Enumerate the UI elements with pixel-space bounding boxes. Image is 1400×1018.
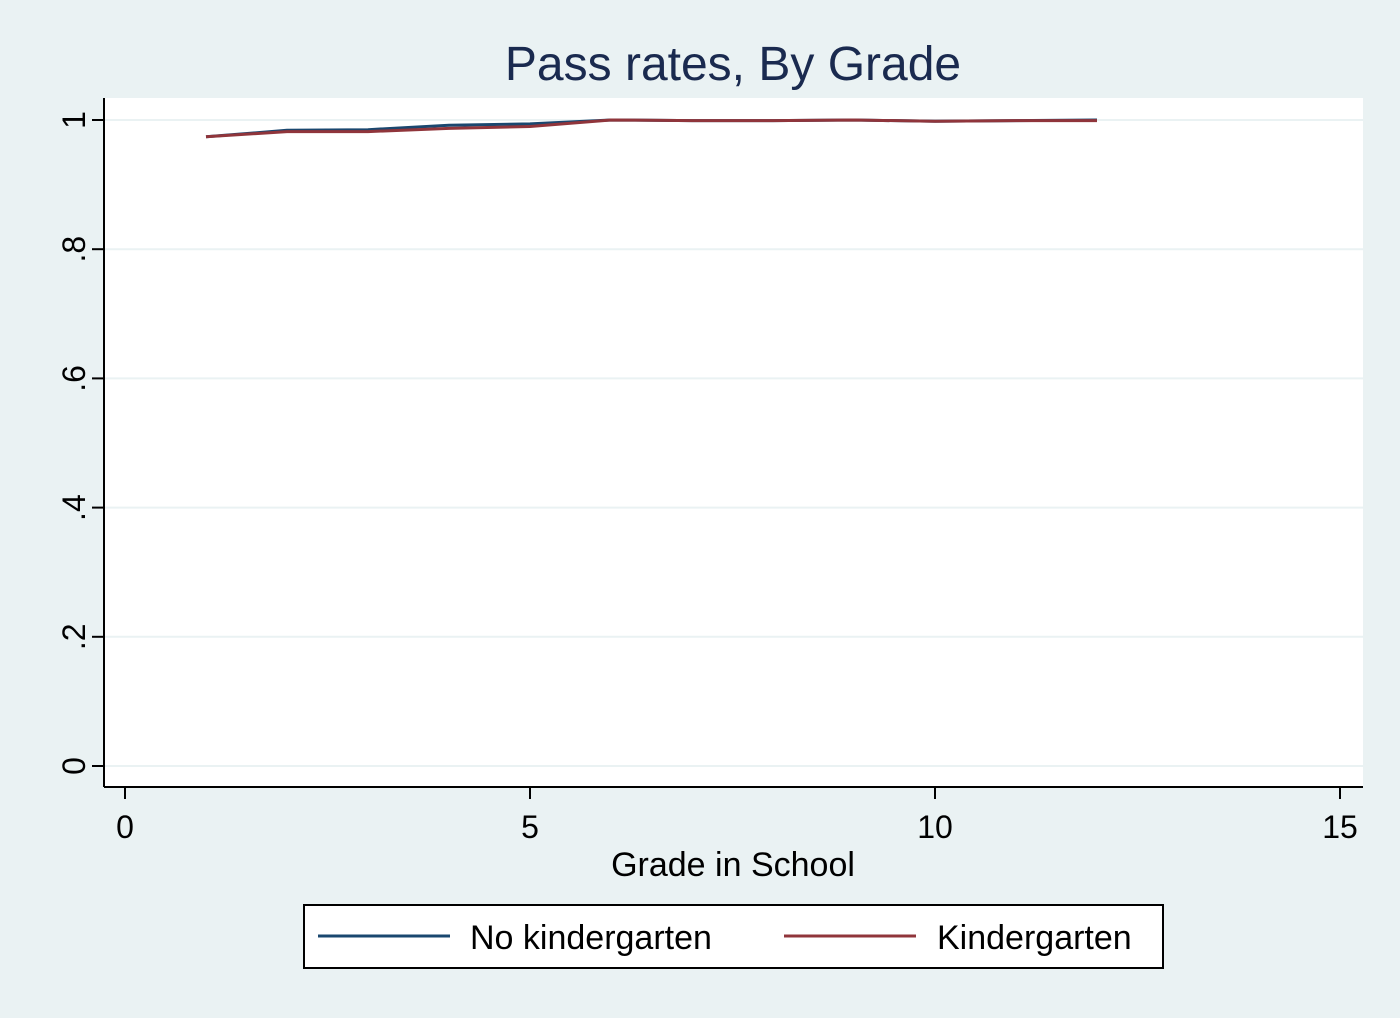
- x-axis-ticks: 0 5 10 15: [116, 787, 1358, 845]
- legend-label: Kindergarten: [937, 919, 1132, 957]
- y-tick-label: .8: [56, 236, 92, 263]
- series-lines: [205, 118, 1098, 139]
- x-tick-label: 0: [116, 809, 134, 845]
- y-axis-ticks: 0 .2 .4 .6 .8 1: [56, 111, 104, 775]
- x-tick-label: 5: [521, 809, 539, 845]
- series-line-kindergarten: [205, 118, 1097, 139]
- legend: No kindergarten Kindergarten: [303, 904, 1164, 969]
- y-tick-label: 0: [56, 757, 92, 775]
- legend-label: No kindergarten: [470, 919, 712, 957]
- y-tick-label: .2: [56, 623, 92, 650]
- y-tick-label: 1: [56, 111, 92, 129]
- plot-area: [104, 98, 1363, 787]
- y-tick-label: .4: [56, 494, 92, 521]
- x-tick-label: 15: [1322, 809, 1358, 845]
- x-axis-label: Grade in School: [611, 846, 855, 884]
- x-tick-label: 10: [917, 809, 953, 845]
- y-tick-label: .6: [56, 365, 92, 392]
- chart-title: Pass rates, By Grade: [505, 38, 961, 91]
